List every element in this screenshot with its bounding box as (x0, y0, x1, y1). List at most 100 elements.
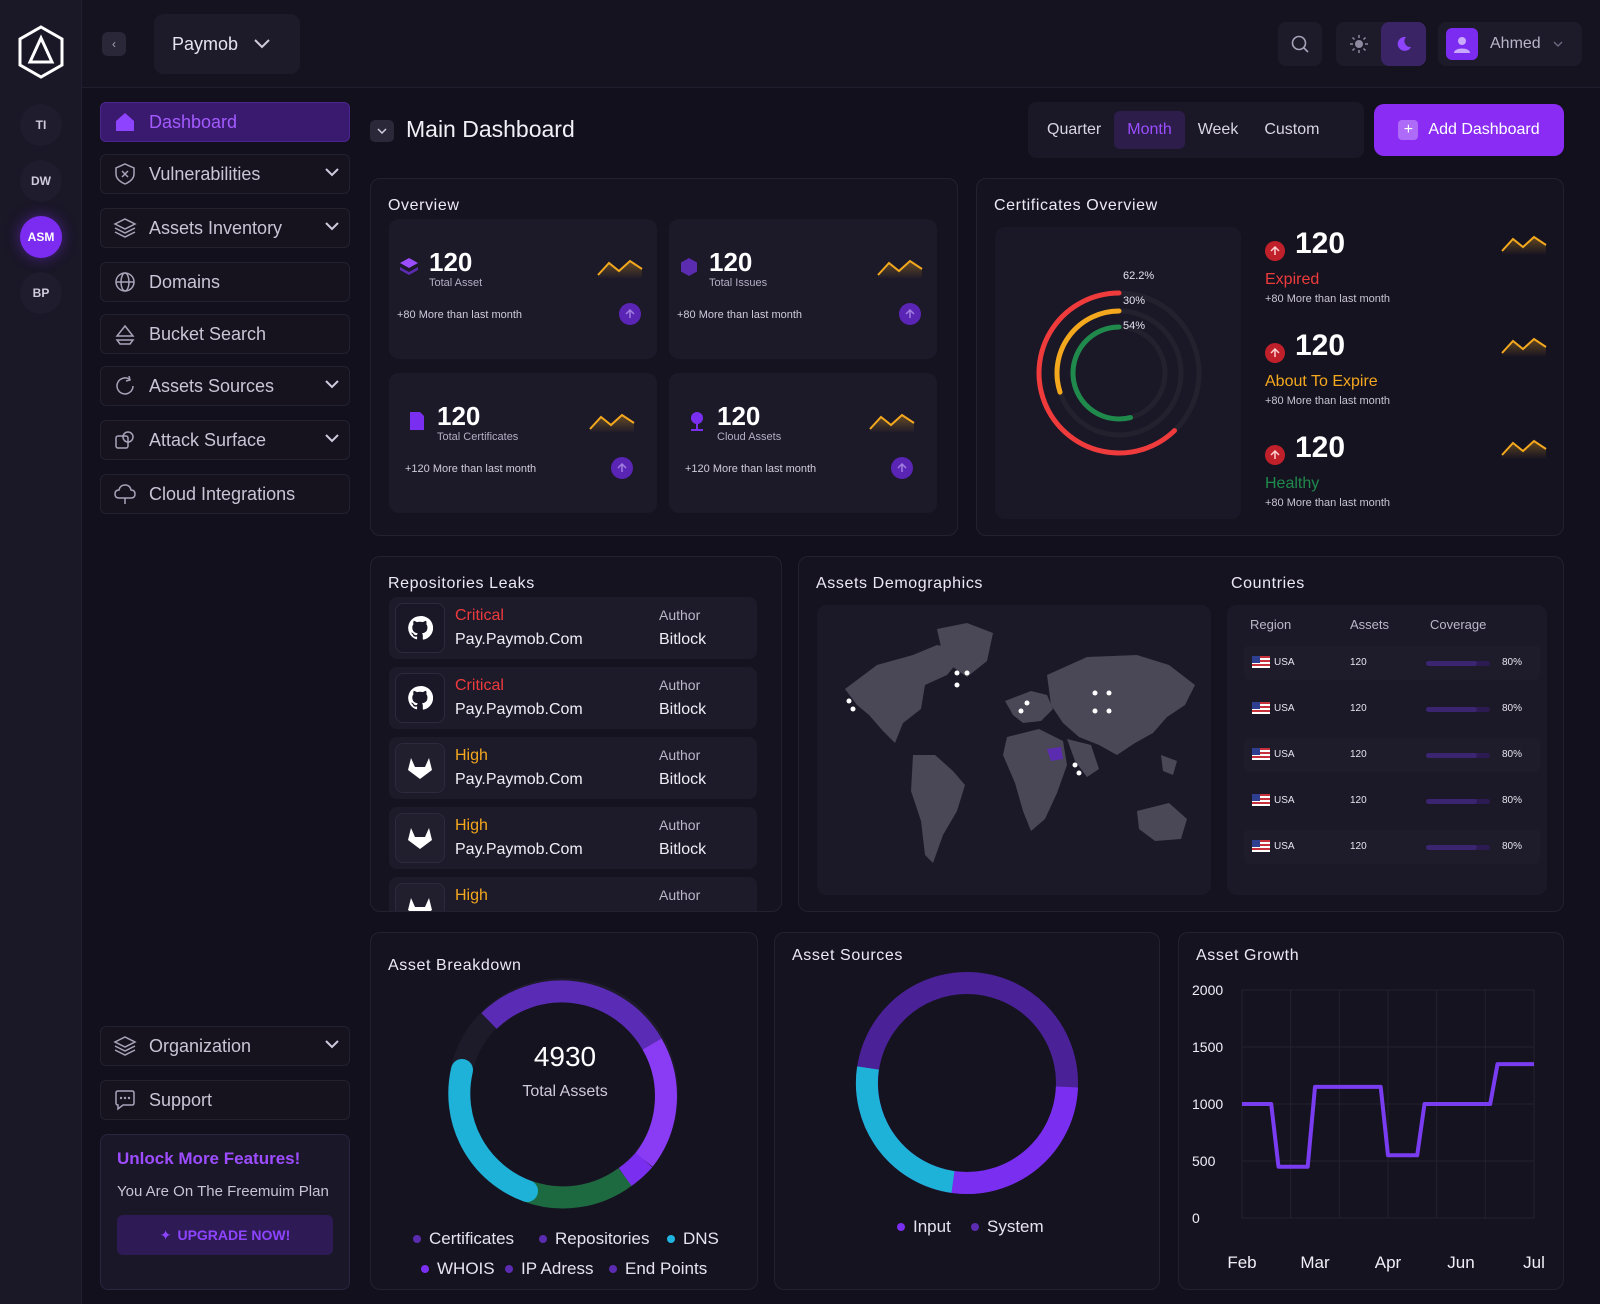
severity-label: Critical (455, 607, 504, 624)
list-item[interactable]: High Author (389, 877, 757, 911)
sidebar-item-cloud-integrations[interactable]: Cloud Integrations (100, 474, 350, 514)
chevron-down-icon (325, 222, 339, 231)
legend-swatch (505, 1265, 513, 1273)
collapse-sidebar-button[interactable]: ‹ (102, 32, 126, 56)
column-header: Region (1250, 617, 1292, 632)
add-dashboard-button[interactable]: + Add Dashboard (1374, 104, 1564, 156)
overview-card[interactable]: 120 Total Asset +80 More than last month (389, 219, 657, 359)
segment-ip-adress (523, 1167, 632, 1209)
legend-item[interactable]: WHOIS (421, 1259, 495, 1279)
legend-item[interactable]: IP Adress (505, 1259, 593, 1279)
legend-label: Input (913, 1217, 951, 1236)
chat-icon (115, 1090, 135, 1111)
legend-item[interactable]: Input (897, 1217, 951, 1237)
sidebar-item-label: Attack Surface (149, 429, 267, 450)
assets-cell: 120 (1350, 841, 1367, 852)
tab-custom[interactable]: Custom (1264, 121, 1320, 138)
search-button[interactable] (1278, 22, 1322, 66)
upgrade-button[interactable]: ✦ UPGRADE NOW! (117, 1215, 333, 1255)
cert-stat-label: Healthy (1265, 475, 1320, 492)
cert-stat-label: Expired (1265, 271, 1320, 288)
sidebar-item-support[interactable]: Support (100, 1080, 350, 1120)
sidebar-item-dashboard[interactable]: Dashboard (100, 102, 350, 142)
legend-item[interactable]: Repositories (539, 1229, 650, 1249)
cert-stat-change: +80 More than last month (1265, 395, 1391, 407)
list-item[interactable]: High Pay.Paymob.Com Author Bitlock (389, 737, 757, 799)
list-item[interactable]: Critical Pay.Paymob.Com Author Bitlock (389, 667, 757, 729)
rail-item-ti[interactable]: TI (20, 104, 62, 146)
legend-label: System (987, 1217, 1044, 1236)
list-item[interactable]: Critical Pay.Paymob.Com Author Bitlock (389, 597, 757, 659)
legend-item[interactable]: Certificates (413, 1229, 514, 1249)
app-logo (18, 25, 64, 79)
sidebar-item-domains[interactable]: Domains (100, 262, 350, 302)
page-title: Main Dashboard (406, 116, 575, 142)
certificates-panel: Certificates Overview 62.2% 30% 54% 120 Exp… (976, 178, 1564, 536)
legend-label: End Points (625, 1259, 708, 1278)
overview-card[interactable]: 120 Cloud Assets +120 More than last month (669, 373, 937, 513)
us-flag-icon (1252, 702, 1270, 714)
legend-label: DNS (683, 1229, 719, 1248)
legend-item[interactable]: End Points (609, 1259, 707, 1279)
org-name: Paymob (172, 33, 239, 54)
stat-label: Total Asset (429, 277, 483, 289)
sidebar-item-assets-sources[interactable]: Assets Sources (100, 366, 350, 406)
legend-item[interactable]: DNS (667, 1229, 719, 1249)
author-label: Author (659, 887, 701, 903)
table-row[interactable]: USA 120 80% (1244, 692, 1540, 726)
sidebar-item-organization[interactable]: Organization (100, 1026, 350, 1066)
sidebar-item-bucket-search[interactable]: Bucket Search (100, 314, 350, 354)
dark-mode-option[interactable] (1381, 22, 1426, 66)
us-flag-icon (1252, 840, 1270, 852)
trend-sparkline-icon (1501, 439, 1547, 459)
tab-week[interactable]: Week (1197, 121, 1239, 138)
coverage-cell: 80% (1502, 703, 1523, 714)
rail-item-bp[interactable]: BP (20, 272, 62, 314)
overview-card[interactable]: 120 Total Certificates +120 More than last… (389, 373, 657, 513)
globe-icon (115, 272, 135, 292)
legend-item[interactable]: System (971, 1217, 1044, 1237)
dashboard-dropdown-toggle[interactable] (370, 120, 394, 142)
user-menu[interactable]: Ahmed (1438, 22, 1582, 66)
table-row[interactable]: USA 120 80% (1244, 738, 1540, 772)
sidebar-item-label: Cloud Integrations (149, 483, 296, 504)
region-cell: USA (1274, 703, 1295, 714)
overview-card[interactable]: 120 Total Issues +80 More than last month (669, 219, 937, 359)
coverage-bar (1426, 799, 1490, 804)
segment-system (951, 1086, 1078, 1194)
light-mode-option[interactable] (1336, 22, 1381, 66)
sidebar-item-label: Vulnerabilities (149, 163, 261, 184)
table-row[interactable]: USA 120 80% (1244, 784, 1540, 818)
chevron-down-icon (1553, 41, 1563, 47)
list-item[interactable]: High Pay.Paymob.Com Author Bitlock (389, 807, 757, 869)
repo-name: Pay.Paymob.Com (455, 841, 583, 858)
trend-sparkline-icon (589, 413, 635, 433)
rail-item-dw[interactable]: DW (20, 160, 62, 202)
panel-title: Certificates Overview (994, 197, 1158, 214)
table-row[interactable]: USA 120 80% (1244, 646, 1540, 680)
theme-toggle[interactable] (1336, 22, 1426, 66)
user-name: Ahmed (1490, 35, 1541, 52)
sidebar-item-assets-inventory[interactable]: Assets Inventory (100, 208, 350, 248)
tab-month[interactable]: Month (1114, 111, 1185, 149)
coverage-cell: 80% (1502, 749, 1523, 760)
coverage-bar-fill (1426, 845, 1478, 850)
upgrade-text: You Are On The Freemuim Plan (117, 1183, 329, 1200)
region-cell: USA (1274, 657, 1295, 668)
tab-quarter[interactable]: Quarter (1047, 121, 1102, 138)
sidebar-item-attack-surface[interactable]: Attack Surface (100, 420, 350, 460)
sidebar-item-label: Organization (149, 1035, 252, 1056)
certificate-icon (410, 412, 424, 430)
stat-change: +80 More than last month (397, 309, 523, 321)
arrow-up-icon (899, 303, 921, 325)
trend-sparkline-icon (1501, 337, 1547, 357)
stat-label: Cloud Assets (717, 431, 782, 443)
trend-sparkline-icon (1501, 235, 1547, 255)
gitlab-icon (395, 743, 445, 793)
rail-item-asm[interactable]: ASM (20, 216, 62, 258)
search-icon (1291, 35, 1309, 53)
sidebar-item-vulnerabilities[interactable]: Vulnerabilities (100, 154, 350, 194)
table-row[interactable]: USA 120 80% (1244, 830, 1540, 864)
region-cell: USA (1274, 795, 1295, 806)
organization-select[interactable]: Paymob (154, 14, 300, 74)
